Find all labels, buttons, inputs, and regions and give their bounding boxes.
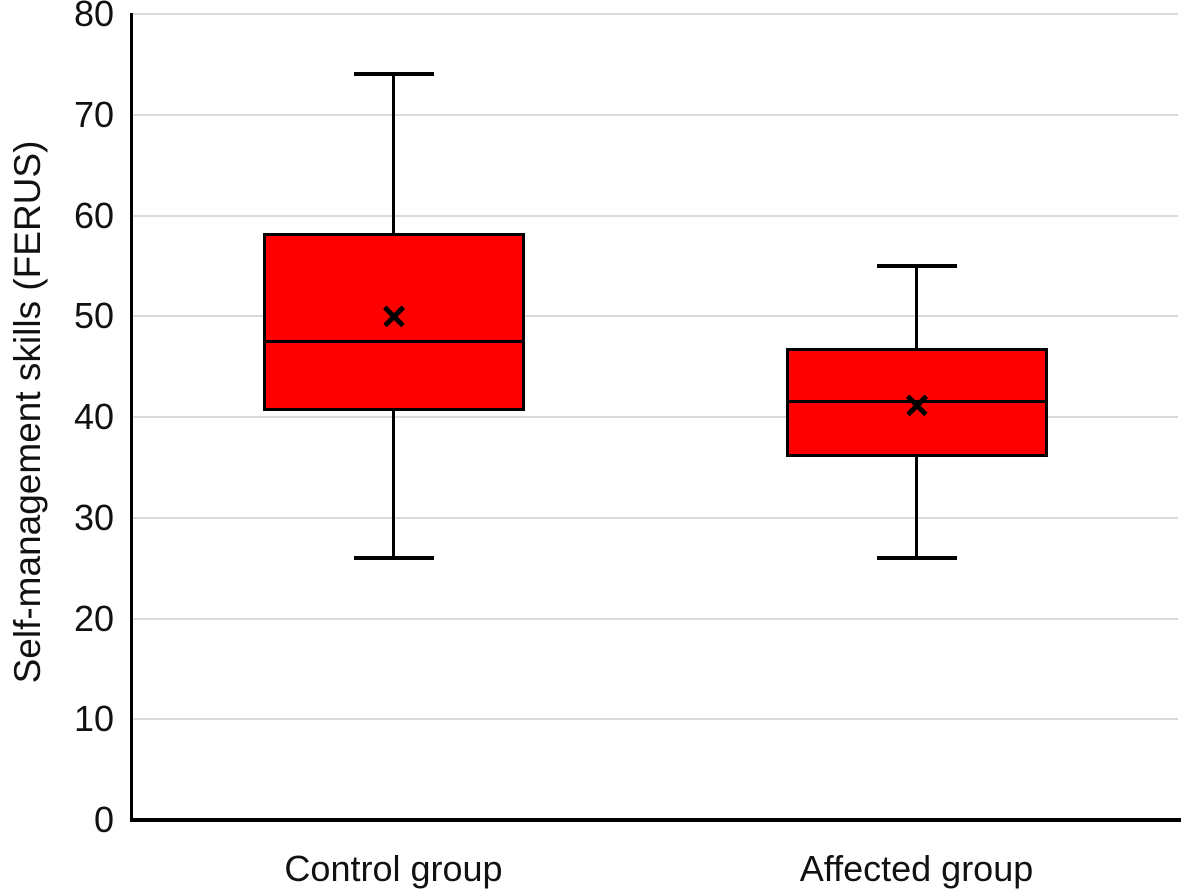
gridline xyxy=(132,617,1178,620)
gridline xyxy=(132,13,1178,15)
iqr-box xyxy=(262,232,525,411)
gridline xyxy=(132,113,1178,116)
y-tick-label: 40 xyxy=(73,396,114,437)
y-axis-line xyxy=(130,13,133,820)
y-tick-label: 10 xyxy=(73,698,114,740)
upper-whisker-stem xyxy=(392,74,395,233)
upper-whisker-cap xyxy=(353,72,434,77)
x-category-label: Control group xyxy=(284,848,503,889)
upper-whisker-stem xyxy=(915,265,918,349)
y-tick-label: 30 xyxy=(73,496,114,538)
lower-whisker-cap xyxy=(353,556,434,561)
y-tick-label: 50 xyxy=(73,295,114,337)
mean-marker-icon xyxy=(903,391,931,419)
lower-whisker-stem xyxy=(392,410,395,559)
x-axis-line xyxy=(130,818,1181,822)
y-tick-label: 20 xyxy=(73,597,114,639)
gridline xyxy=(132,516,1178,519)
upper-whisker-cap xyxy=(876,263,957,268)
gridline xyxy=(132,718,1178,721)
y-tick-label: 0 xyxy=(93,799,114,840)
y-tick-label: 80 xyxy=(73,0,114,34)
lower-whisker-stem xyxy=(915,457,918,559)
y-tick-label: 60 xyxy=(73,194,114,236)
y-tick-label: 70 xyxy=(73,93,114,135)
gridline xyxy=(132,416,1178,418)
x-category-label: Affected group xyxy=(799,848,1034,889)
lower-whisker-cap xyxy=(876,556,957,561)
median-line xyxy=(262,339,525,343)
mean-marker-icon xyxy=(380,302,408,330)
gridline xyxy=(132,214,1178,217)
gridline xyxy=(132,315,1178,318)
